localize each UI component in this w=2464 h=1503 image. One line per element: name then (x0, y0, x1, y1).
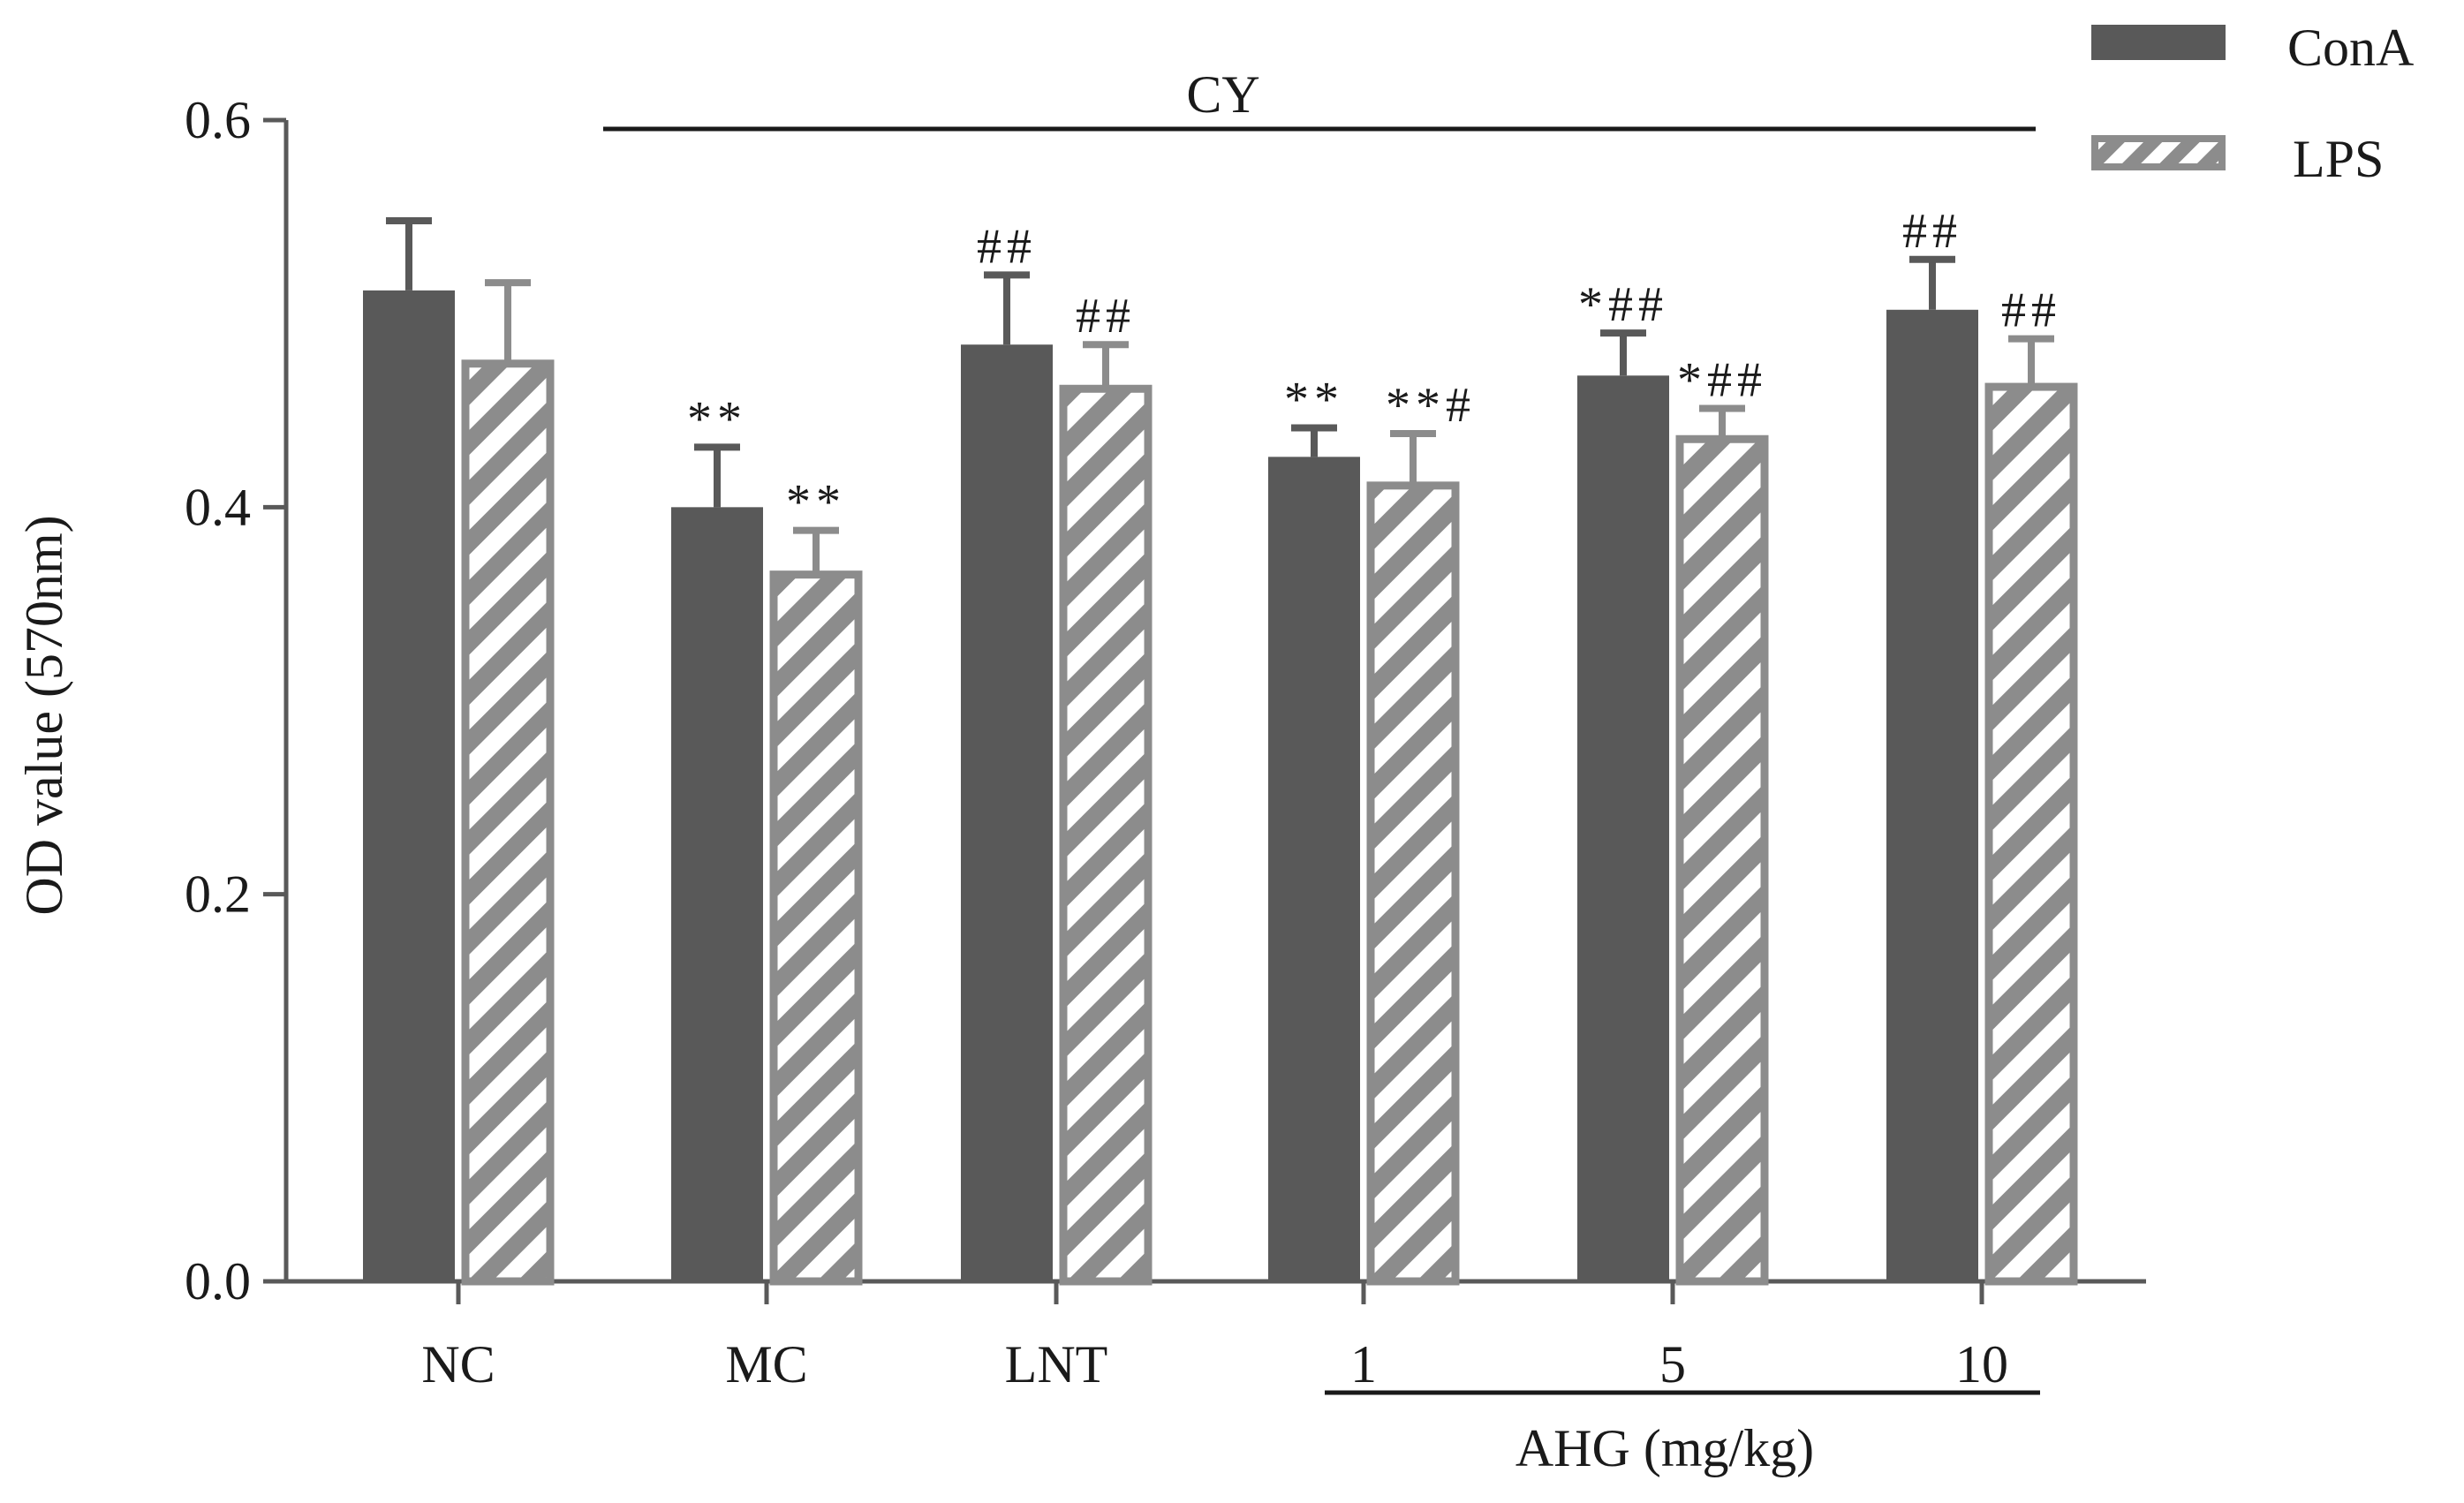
chart-marks: ** ## ** *## ## ** ## **# *## ## (363, 204, 2078, 1286)
significance-label: ## (1902, 204, 1962, 259)
group-brackets: CY AHG (mg/kg) (603, 65, 2040, 1477)
x-tick-label: LNT (1005, 1335, 1108, 1393)
bar-cona (363, 290, 455, 1281)
significance-label: ** (1284, 372, 1344, 427)
y-tick-label: 0.4 (185, 478, 251, 536)
bar-cona (1268, 457, 1360, 1281)
x-tick-label: 1 (1350, 1335, 1377, 1393)
y-tick-label: 0.2 (185, 865, 251, 924)
bar-lps (461, 359, 555, 1286)
bar-cona (961, 344, 1053, 1281)
significance-label: ## (977, 219, 1037, 274)
legend-swatch-cona (2091, 25, 2226, 60)
significance-label: ## (2001, 283, 2061, 338)
legend: ConA LPS (2091, 19, 2414, 188)
axes: 0.0 0.2 0.4 0.6 NC MC LNT 1 5 10 (185, 91, 2146, 1393)
legend-label-lps: LPS (2293, 130, 2384, 188)
x-tick-label: MC (725, 1335, 807, 1393)
bar-cona (1886, 309, 1978, 1281)
y-tick-label: 0.6 (185, 91, 251, 149)
y-tick-label: 0.0 (185, 1252, 251, 1310)
legend-swatch-lps (2091, 135, 2226, 170)
bar-cona (1577, 375, 1669, 1281)
significance-label: *## (1578, 277, 1668, 332)
cy-group-label: CY (1186, 65, 1259, 124)
legend-label-cona: ConA (2287, 19, 2414, 77)
significance-label: **# (1386, 378, 1476, 433)
bar-cona (671, 507, 763, 1281)
y-axis-label: OD value (570nm) (15, 515, 73, 915)
significance-label: ## (1076, 289, 1136, 344)
significance-label: ** (687, 391, 747, 446)
significance-label: ** (786, 475, 846, 530)
ahg-group-label: AHG (mg/kg) (1515, 1419, 1814, 1477)
bar-lps (769, 570, 863, 1286)
bar-lps (1675, 434, 1769, 1286)
x-tick-label: NC (421, 1335, 495, 1393)
bar-lps (1059, 384, 1153, 1286)
x-tick-label: 10 (1955, 1335, 2008, 1393)
significance-label: *## (1677, 353, 1767, 408)
bar-lps (1984, 382, 2078, 1286)
x-tick-label: 5 (1659, 1335, 1686, 1393)
bar-lps (1366, 481, 1460, 1286)
